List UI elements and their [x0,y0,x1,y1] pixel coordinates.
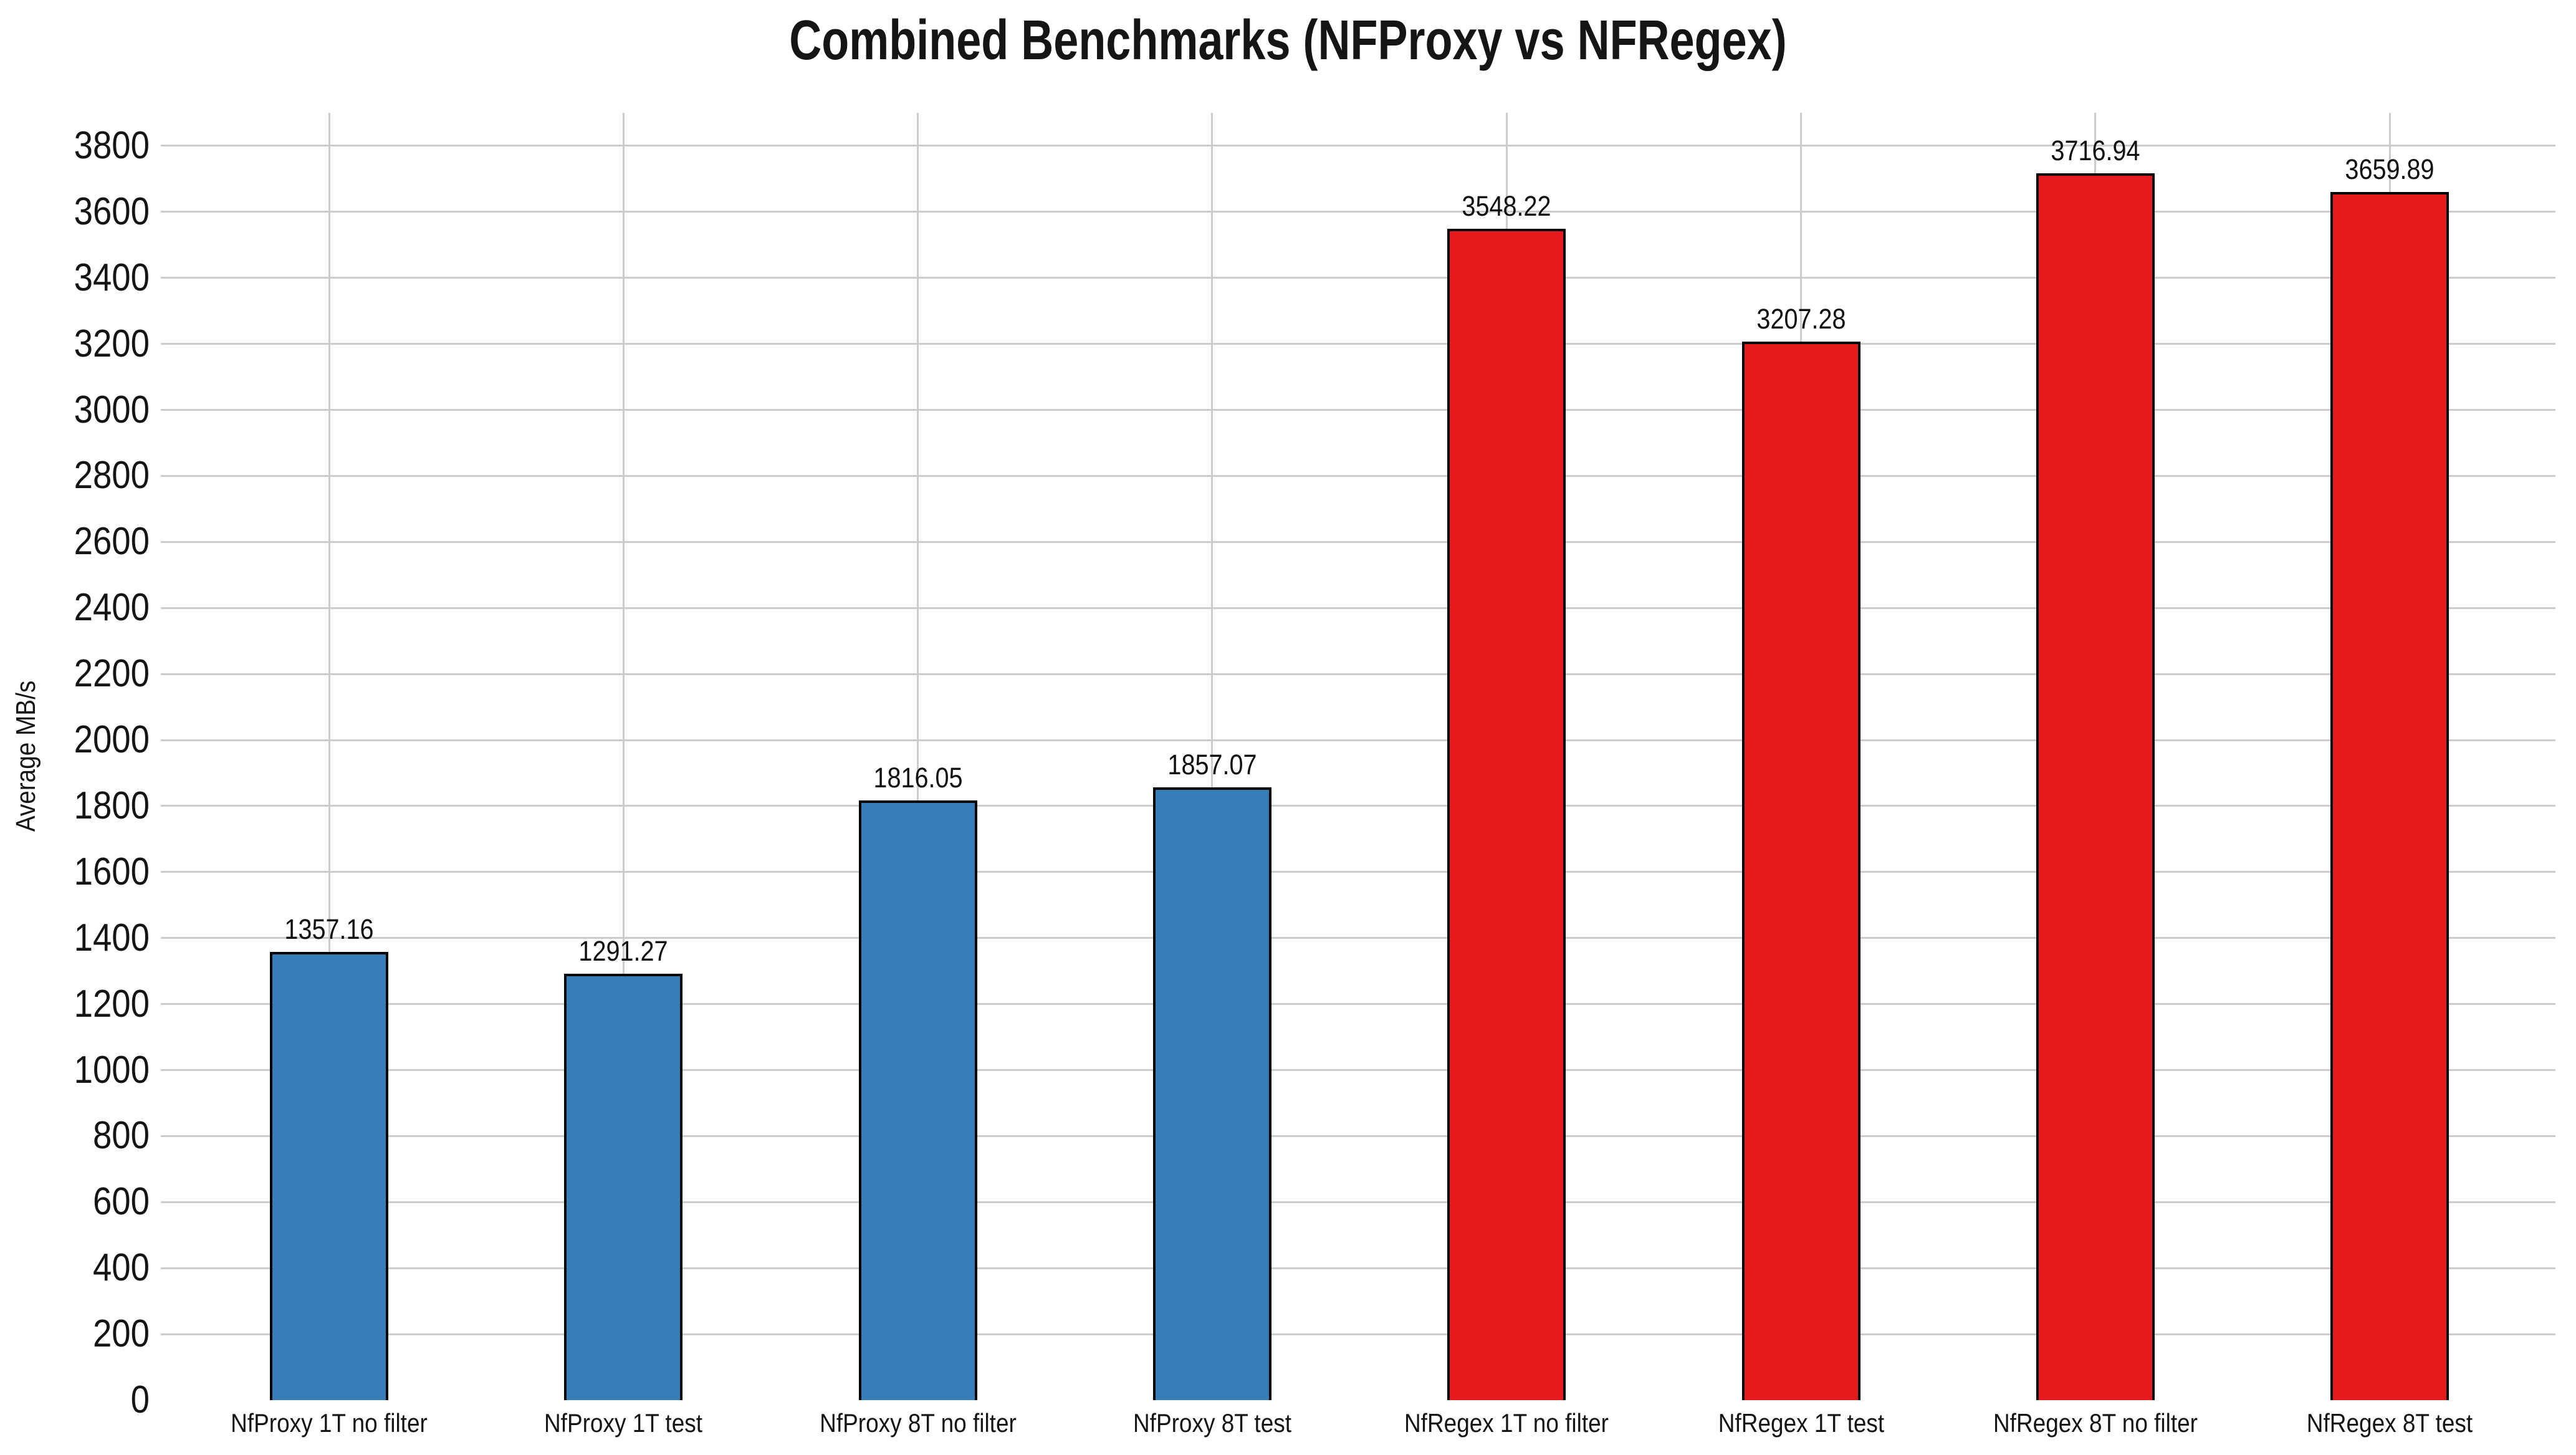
horizontal-gridline [161,409,2555,411]
horizontal-gridline [161,739,2555,741]
y-tick-label: 1800 [74,784,150,827]
horizontal-gridline [161,474,2555,477]
horizontal-gridline [161,1333,2555,1335]
bar-nfregex-8t-no-filter [2036,173,2155,1400]
bar-value-label: 3659.89 [2345,153,2435,186]
x-tick-label: NfRegex 1T no filter [1404,1408,1609,1438]
x-tick-label: NfProxy 8T no filter [819,1408,1017,1438]
bar-value-label: 1816.05 [873,762,963,794]
y-tick-label: 3000 [74,388,150,431]
y-tick-label: 1000 [74,1048,150,1092]
horizontal-gridline [161,211,2555,213]
y-tick-label: 3200 [74,322,150,365]
y-tick-label: 1200 [74,982,150,1025]
bar-nfproxy-1t-test [564,974,683,1400]
bar-value-label: 1357.16 [284,913,374,946]
bar-nfproxy-1t-no-filter [270,952,388,1400]
plot-area: 1357.16 1291.27 1816.05 1857.07 3548.22 3207.… [161,113,2555,1400]
bar-nfregex-8t-test [2330,192,2449,1400]
y-tick-label: 200 [92,1312,150,1356]
horizontal-gridline [161,540,2555,543]
horizontal-gridline [161,145,2555,147]
horizontal-gridline [161,805,2555,807]
bar-nfregex-1t-test [1741,341,1860,1400]
horizontal-gridline [161,1267,2555,1269]
bar-value-label: 3716.94 [2051,134,2140,166]
y-tick-label: 2600 [74,520,150,564]
vertical-gridline [1211,113,1214,1400]
y-tick-label: 2400 [74,586,150,630]
y-tick-label: 1400 [74,916,150,959]
horizontal-gridline [161,871,2555,873]
x-tick-label: NfRegex 8T test [2306,1408,2473,1438]
horizontal-gridline [161,277,2555,279]
bar-value-label: 3207.28 [1756,302,1846,335]
x-tick-label: NfRegex 8T no filter [1993,1408,2198,1438]
y-tick-label: 3800 [74,123,150,167]
bar-value-label: 1291.27 [578,935,668,968]
chart-title: Combined Benchmarks (NFProxy vs NFRegex) [789,9,1787,72]
y-tick-label: 3400 [74,256,150,299]
horizontal-gridline [161,937,2555,939]
y-tick-label: 3600 [74,190,150,233]
horizontal-gridline [161,1003,2555,1006]
bar-nfproxy-8t-test [1152,787,1271,1400]
x-tick-label: NfProxy 1T no filter [231,1408,428,1438]
x-tick-label: NfProxy 1T test [544,1408,703,1438]
vertical-gridline [622,113,625,1400]
bar-value-label: 1857.07 [1167,748,1257,780]
y-tick-label: 2800 [74,454,150,497]
vertical-gridline [328,113,330,1400]
bar-value-label: 3548.22 [1462,190,1551,223]
horizontal-gridline [161,607,2555,609]
y-tick-label: 800 [92,1114,150,1158]
y-tick-label: 2200 [74,652,150,696]
vertical-gridline [917,113,919,1400]
x-tick-label: NfProxy 8T test [1132,1408,1291,1438]
bar-nfregex-1t-no-filter [1447,229,1566,1400]
y-tick-label: 400 [92,1246,150,1290]
y-tick-label: 2000 [74,718,150,762]
horizontal-gridline [161,1135,2555,1137]
x-tick-label: NfRegex 1T test [1718,1408,1884,1438]
y-tick-label: 0 [130,1378,150,1421]
horizontal-gridline [161,1201,2555,1203]
horizontal-gridline [161,673,2555,675]
horizontal-gridline [161,1069,2555,1071]
bar-nfproxy-8t-no-filter [858,800,977,1400]
y-tick-label: 600 [92,1180,150,1224]
y-tick-label: 1600 [74,850,150,893]
horizontal-gridline [161,343,2555,345]
